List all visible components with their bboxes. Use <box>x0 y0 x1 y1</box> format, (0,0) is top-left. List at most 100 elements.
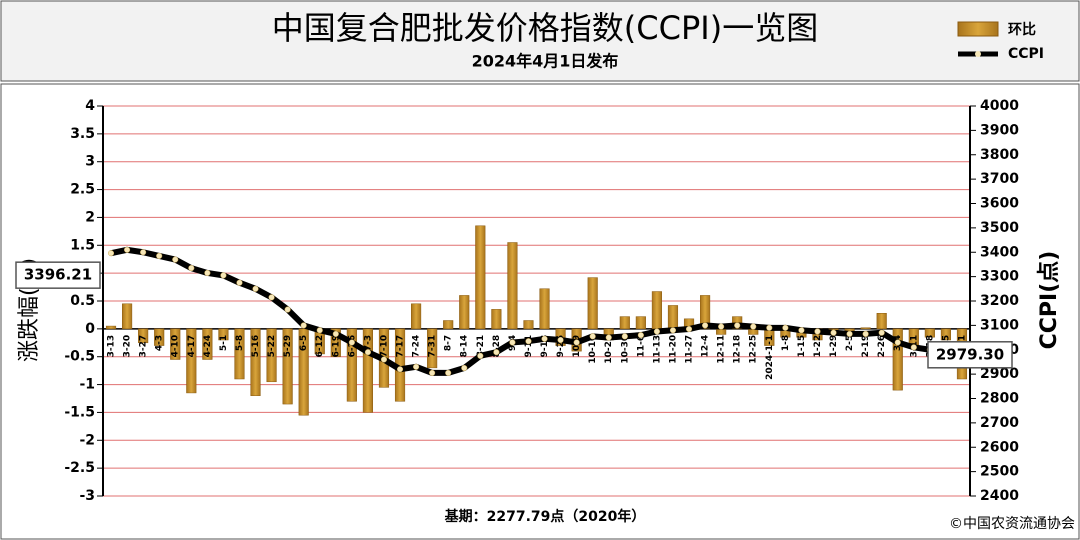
ccpi-marker <box>493 349 500 356</box>
ccpi-marker <box>204 269 211 277</box>
x-tick-label: 10-30 <box>620 335 630 364</box>
x-tick-label: 5-29 <box>283 335 293 358</box>
bar <box>459 295 470 330</box>
ccpi-marker <box>252 285 259 292</box>
x-tick-label: 11-20 <box>668 335 678 364</box>
x-tick-label: 2024-1-1 <box>765 335 775 380</box>
value-label-box <box>927 341 1013 369</box>
x-tick-label: 7-10 <box>379 335 389 358</box>
ccpi-marker <box>156 252 163 259</box>
bar <box>218 328 229 341</box>
bar <box>475 225 486 330</box>
bar <box>202 328 213 360</box>
x-tick-label: 11-6 <box>636 335 646 358</box>
bar <box>170 328 181 360</box>
chart-title: 中国复合肥批发价格指数(CCPI)一览图 <box>272 9 818 47</box>
x-tick-label: 10-23 <box>604 335 614 364</box>
y2-tick-label: 3100 <box>980 317 1019 333</box>
ccpi-marker <box>894 339 901 346</box>
ccpi-marker <box>750 323 757 330</box>
x-tick-label: 5-8 <box>235 335 245 351</box>
x-tick-label: 9-18 <box>540 335 550 358</box>
y2-tick-label: 3500 <box>980 220 1019 236</box>
ccpi-marker <box>685 325 693 333</box>
y-tick-label: 1.5 <box>70 237 95 253</box>
x-tick-label: 3-27 <box>139 335 149 358</box>
x-tick-label: 6-5 <box>299 335 309 351</box>
y2-tick-label: 2900 <box>980 366 1019 382</box>
y2-tick-label: 3700 <box>980 171 1019 187</box>
y2-tick-label: 4000 <box>980 98 1019 114</box>
ccpi-marker <box>910 344 917 351</box>
bar <box>427 328 438 369</box>
y2-tick-label: 3400 <box>980 244 1019 260</box>
ccpi-marker <box>766 324 773 331</box>
bar <box>362 328 373 413</box>
bar <box>138 328 149 344</box>
ccpi-marker <box>332 330 339 337</box>
y-tick-label: 4 <box>85 98 95 114</box>
bar <box>716 328 727 335</box>
y-tick-label: -2 <box>79 432 95 448</box>
x-tick-label: 11-27 <box>685 335 695 364</box>
ccpi-marker <box>557 336 564 344</box>
y-tick-label: 0.5 <box>70 293 95 309</box>
x-tick-label: 2-26 <box>877 335 887 358</box>
bar <box>298 328 309 416</box>
y-tick-label: 0 <box>85 321 95 337</box>
x-tick-label: 1-15 <box>797 335 807 358</box>
bar <box>491 309 502 330</box>
bar <box>105 325 117 330</box>
ccpi-marker <box>669 327 677 334</box>
x-tick-label: 8-21 <box>476 335 486 358</box>
ccpi-marker <box>107 250 115 257</box>
x-tick-label: 8-28 <box>492 335 502 358</box>
legend-swatch <box>957 21 999 37</box>
ccpi-marker <box>268 294 275 301</box>
y-tick-label: 3 <box>85 154 95 170</box>
x-tick-label: 2-5 <box>845 335 855 351</box>
y2-tick-label: 2600 <box>980 439 1019 455</box>
y2-tick-label: 2500 <box>980 464 1019 480</box>
bar <box>876 313 887 330</box>
x-tick-label: 4-17 <box>187 335 197 358</box>
bar <box>266 328 277 383</box>
bar <box>940 328 951 341</box>
ccpi-marker <box>525 338 532 345</box>
bar <box>186 328 197 394</box>
bar <box>651 291 662 330</box>
x-tick-label: 3-20 <box>123 335 133 358</box>
bar <box>122 303 133 330</box>
value-label: 3396.21 <box>24 266 92 284</box>
x-tick-label: 3-13 <box>107 335 117 358</box>
y-tick-label: 2.5 <box>70 182 95 198</box>
ccpi-marker <box>782 324 789 331</box>
bar <box>635 316 646 330</box>
y2-tick-label: 3800 <box>980 147 1019 163</box>
x-tick-label: 5-22 <box>267 335 277 358</box>
ccpi-marker <box>188 265 195 272</box>
ccpi-marker <box>124 246 131 253</box>
x-tick-label: 7-24 <box>412 335 422 358</box>
bar <box>507 242 518 330</box>
y-tick-label: -3 <box>79 488 95 504</box>
y2-tick-label: 2800 <box>980 391 1019 407</box>
chart-subtitle: 2024年4月1日发布 <box>472 52 619 71</box>
y-tick-label: -1 <box>79 377 95 393</box>
y-tick-label: -1.5 <box>64 404 95 420</box>
y-tick-label: -2.5 <box>64 460 95 476</box>
x-tick-label: 1-8 <box>781 335 791 351</box>
y2-tick-label: 3300 <box>980 269 1019 285</box>
x-tick-label: 6-19 <box>331 335 341 358</box>
x-tick-label: 10-9 <box>572 335 582 358</box>
ccpi-marker <box>814 328 821 335</box>
y2-axis-label: CCPI(点) <box>1036 251 1062 350</box>
x-tick-label: 7-17 <box>396 335 406 358</box>
y2-tick-label: 3200 <box>980 293 1019 309</box>
ccpi-marker <box>236 279 243 286</box>
source: ©中国农资流通协会 <box>949 516 1075 532</box>
ccpi-marker <box>364 349 371 356</box>
bar <box>860 327 871 330</box>
x-tick-label: 12-11 <box>717 335 727 364</box>
bar <box>667 305 679 330</box>
